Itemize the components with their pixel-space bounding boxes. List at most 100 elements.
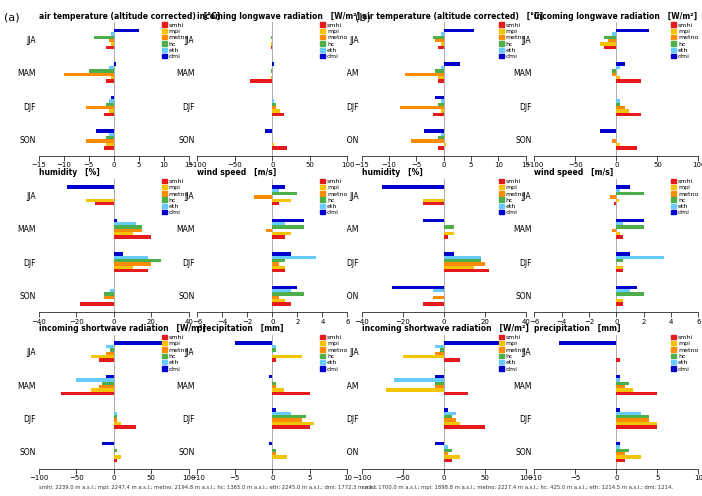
Bar: [272, 345, 276, 348]
Bar: [272, 265, 285, 269]
Bar: [616, 292, 644, 296]
Bar: [106, 136, 114, 139]
Bar: [616, 269, 623, 272]
Bar: [110, 289, 114, 292]
Text: humidity   [%]: humidity [%]: [39, 168, 100, 177]
Bar: [91, 388, 114, 392]
Bar: [403, 355, 444, 358]
Bar: [616, 192, 644, 195]
Bar: [114, 255, 147, 259]
Bar: [272, 259, 285, 262]
Bar: [272, 355, 303, 358]
Legend: smhi, mpi, metno, hc, eth, dmi: smhi, mpi, metno, hc, eth, dmi: [671, 179, 698, 215]
Bar: [104, 113, 114, 116]
Bar: [114, 222, 136, 225]
Bar: [114, 236, 152, 239]
Bar: [616, 419, 649, 422]
Bar: [616, 412, 641, 415]
Bar: [444, 252, 454, 255]
Bar: [444, 341, 501, 345]
Bar: [438, 46, 444, 49]
Bar: [444, 143, 446, 146]
Bar: [444, 448, 452, 452]
Bar: [616, 415, 649, 419]
Bar: [435, 345, 444, 348]
Bar: [106, 46, 114, 49]
Bar: [235, 341, 272, 345]
Bar: [616, 425, 657, 429]
Bar: [616, 106, 625, 109]
Bar: [272, 303, 291, 306]
Bar: [86, 198, 114, 202]
Bar: [114, 229, 142, 232]
Bar: [435, 96, 444, 99]
Bar: [272, 385, 276, 388]
Bar: [616, 103, 621, 106]
Bar: [616, 79, 641, 82]
Bar: [382, 185, 444, 188]
Bar: [616, 286, 637, 289]
Bar: [64, 72, 114, 76]
Bar: [110, 348, 114, 352]
Bar: [612, 139, 616, 143]
Bar: [271, 76, 272, 79]
Bar: [265, 129, 272, 133]
Bar: [93, 36, 114, 39]
Legend: smhi, mpi, metno, hc, eth, dmi: smhi, mpi, metno, hc, eth, dmi: [498, 335, 526, 372]
Bar: [272, 99, 274, 103]
Bar: [435, 69, 444, 72]
Text: incoming longwave radiation   [W/m²]: incoming longwave radiation [W/m²]: [534, 12, 697, 21]
Bar: [616, 448, 629, 452]
Bar: [272, 192, 298, 195]
Bar: [616, 385, 625, 388]
Bar: [111, 96, 114, 99]
Bar: [435, 375, 444, 378]
Bar: [114, 269, 147, 272]
Bar: [612, 69, 616, 72]
Bar: [86, 139, 114, 143]
Bar: [114, 252, 123, 255]
Text: wind speed   [m/s]: wind speed [m/s]: [534, 168, 614, 177]
Bar: [271, 69, 272, 72]
Bar: [616, 109, 629, 113]
Bar: [272, 296, 279, 299]
Bar: [444, 412, 456, 415]
Bar: [616, 442, 621, 445]
Bar: [616, 303, 623, 306]
Bar: [272, 381, 276, 385]
Bar: [444, 236, 448, 239]
Bar: [272, 103, 276, 106]
Legend: smhi, mpi, metno, hc, eth, dmi: smhi, mpi, metno, hc, eth, dmi: [161, 22, 189, 59]
Bar: [616, 388, 633, 392]
Bar: [272, 358, 276, 362]
Bar: [272, 143, 274, 146]
Text: humidity   [%]: humidity [%]: [362, 168, 423, 177]
Bar: [80, 303, 114, 306]
Bar: [111, 32, 114, 36]
Bar: [250, 79, 272, 82]
Bar: [608, 39, 616, 42]
Bar: [114, 29, 139, 32]
Bar: [441, 42, 444, 46]
Legend: smhi, mpi, metno, hc, eth, dmi: smhi, mpi, metno, hc, eth, dmi: [498, 22, 526, 59]
Bar: [102, 381, 114, 385]
Bar: [559, 341, 616, 345]
Bar: [114, 415, 117, 419]
Bar: [616, 146, 637, 149]
Bar: [272, 425, 310, 429]
Text: (a): (a): [4, 12, 19, 22]
Bar: [102, 442, 114, 445]
Bar: [616, 299, 623, 303]
Text: incoming shortwave radiation   [W/m²]: incoming shortwave radiation [W/m²]: [39, 324, 206, 333]
Bar: [272, 222, 285, 225]
Bar: [272, 269, 285, 272]
Bar: [616, 381, 629, 385]
Bar: [272, 299, 285, 303]
Bar: [272, 106, 276, 109]
Bar: [616, 66, 621, 69]
Bar: [616, 225, 644, 229]
Bar: [425, 129, 444, 133]
Bar: [432, 113, 444, 116]
Bar: [444, 62, 460, 66]
Bar: [441, 109, 444, 113]
